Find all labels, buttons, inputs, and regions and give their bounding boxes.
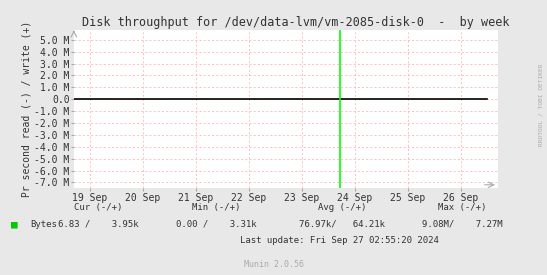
Text: Last update: Fri Sep 27 02:55:20 2024: Last update: Fri Sep 27 02:55:20 2024	[240, 236, 439, 245]
Text: Cur (-/+): Cur (-/+)	[74, 203, 123, 212]
Y-axis label: Pr second read (-) / write (+): Pr second read (-) / write (+)	[22, 21, 32, 197]
Text: Max (-/+): Max (-/+)	[438, 203, 486, 212]
Text: 9.08M/    7.27M: 9.08M/ 7.27M	[422, 220, 503, 229]
Text: 6.83 /    3.95k: 6.83 / 3.95k	[58, 220, 139, 229]
Text: Min (-/+): Min (-/+)	[192, 203, 240, 212]
Text: Munin 2.0.56: Munin 2.0.56	[243, 260, 304, 269]
Text: 76.97k/   64.21k: 76.97k/ 64.21k	[299, 220, 385, 229]
Text: ■: ■	[11, 219, 18, 229]
Text: Disk throughput for /dev/data-lvm/vm-2085-disk-0  -  by week: Disk throughput for /dev/data-lvm/vm-208…	[82, 16, 510, 29]
Text: RRDTOOL / TOBI OETIKER: RRDTOOL / TOBI OETIKER	[538, 63, 543, 146]
Text: Avg (-/+): Avg (-/+)	[318, 203, 366, 212]
Text: Bytes: Bytes	[30, 220, 57, 229]
Text: 0.00 /    3.31k: 0.00 / 3.31k	[176, 220, 257, 229]
